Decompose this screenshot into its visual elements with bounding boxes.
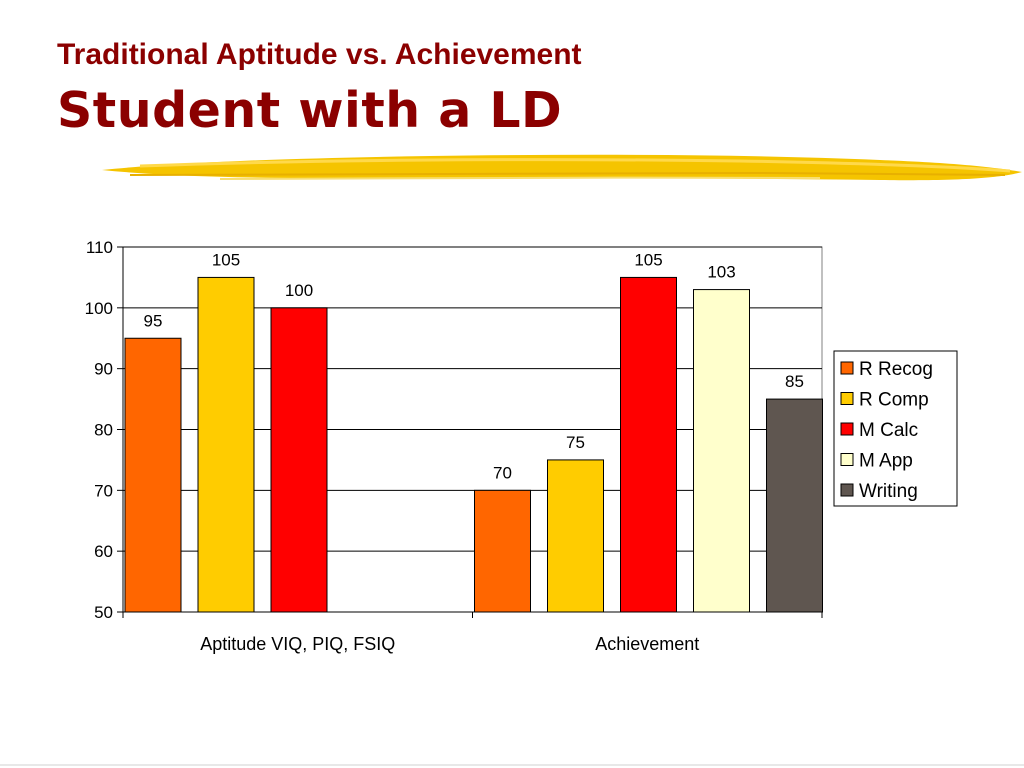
legend-label: M Calc (859, 420, 918, 441)
slide-subtitle: Student with a LD (57, 82, 563, 139)
legend-label: R Recog (859, 359, 933, 380)
bar-r-comp-0 (197, 276, 255, 613)
data-label: 100 (285, 281, 313, 300)
y-tick-label: 80 (94, 421, 113, 440)
y-tick-label: 70 (94, 481, 113, 500)
data-label: 85 (785, 372, 804, 391)
legend-label: M App (859, 451, 913, 472)
category-label: Achievement (595, 634, 699, 654)
data-label: 105 (634, 250, 662, 269)
highlight-brush-stroke (102, 154, 1022, 181)
legend-swatch-r-recog (840, 361, 854, 375)
data-label: 105 (212, 250, 240, 269)
axes: 50 60 70 80 90 100 110 Aptitude VIQ, PIQ, FSIQ A… (85, 238, 823, 654)
data-label: 70 (493, 463, 512, 482)
legend: R Recog R Comp M Calc M App Writing (833, 350, 958, 507)
data-label: 103 (707, 263, 735, 282)
bars (124, 276, 823, 613)
bar-r-recog-1 (474, 489, 531, 613)
category-label: Aptitude VIQ, PIQ, FSIQ (200, 634, 395, 654)
y-tick-label: 60 (94, 542, 113, 561)
data-labels: 95 105 100 70 75 105 103 85 (144, 250, 804, 482)
legend-label: R Comp (859, 390, 929, 411)
bar-m-calc-0 (270, 307, 328, 613)
bar-m-calc-1 (620, 276, 677, 613)
bar-r-comp-1 (547, 459, 604, 613)
data-label: 75 (566, 433, 585, 452)
slide-footer-divider (0, 764, 1024, 766)
y-tick-label: 110 (86, 238, 113, 257)
legend-swatch-m-app (840, 453, 854, 466)
bar-r-recog-0 (124, 337, 182, 613)
bar-writing-1 (766, 398, 823, 613)
legend-label: Writing (859, 481, 918, 502)
data-label: 95 (144, 311, 163, 330)
slide-title: Traditional Aptitude vs. Achievement (57, 38, 582, 71)
y-tick-label: 50 (94, 603, 113, 622)
legend-swatch-r-comp (840, 392, 854, 405)
legend-swatch-writing (840, 483, 854, 497)
legend-swatch-m-calc (840, 422, 854, 436)
y-tick-label: 100 (85, 299, 113, 318)
legend-box (833, 350, 958, 507)
bar-m-app-1 (693, 289, 750, 613)
y-tick-label: 90 (94, 360, 113, 379)
